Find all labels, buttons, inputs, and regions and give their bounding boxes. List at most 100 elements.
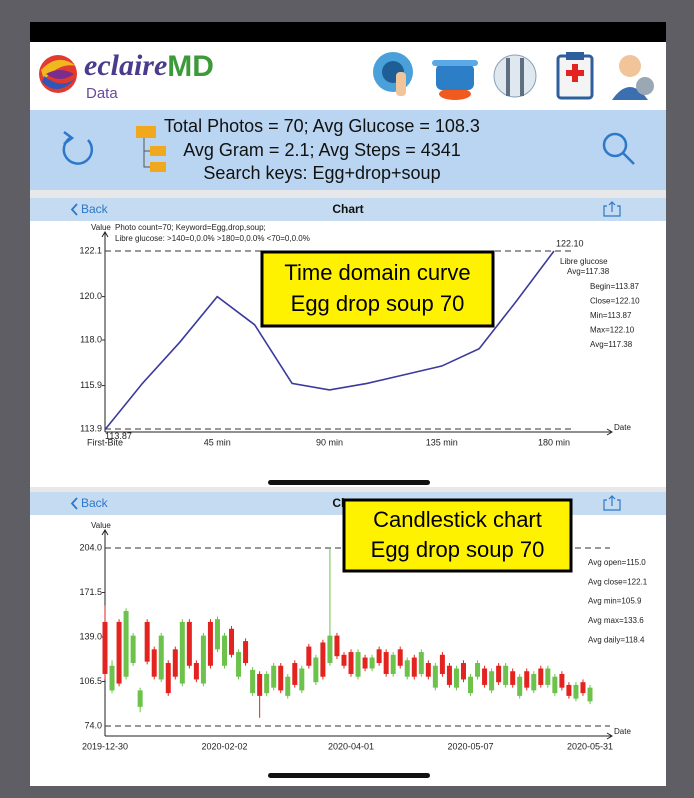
annotation-box [260,250,495,328]
divider [30,487,666,492]
candle-body [418,652,424,674]
back-chevron[interactable] [70,497,78,510]
divider [30,190,666,198]
legend-title: Libre glucose [560,257,608,266]
annotation-text: Egg drop soup 70 [371,537,545,562]
candle-body [517,676,523,696]
y-tick-label: 122.1 [79,245,102,255]
x-tick-label: 2020-05-07 [447,741,493,751]
search-button[interactable] [602,132,635,165]
candle-body [151,649,157,677]
y-tick-label: 204.0 [79,542,102,552]
stat-label: Avg daily=118.4 [588,635,645,644]
candle-body [580,682,586,694]
status-bar [30,22,666,42]
candle-body [214,619,220,650]
candle-body [165,663,171,694]
candle-body [524,671,530,688]
candle-body [510,671,516,685]
candle-body [355,652,361,677]
candle-body [475,663,481,677]
candle-body [439,654,445,674]
data-label: 122.10 [556,238,584,248]
annotation-text: Egg drop soup 70 [291,291,465,316]
back-chevron[interactable] [70,203,78,216]
x-tick-label: 180 min [538,437,570,447]
refresh-button[interactable] [62,131,94,165]
candle-body [397,649,403,666]
back-button[interactable]: Back [81,496,109,510]
y-tick-label: 139.0 [79,631,102,641]
candle-body [172,649,178,677]
candle-body [559,673,565,688]
icon-touch[interactable] [373,52,413,96]
candle-body [425,663,431,677]
candle-body [348,652,354,674]
candle-body [482,668,488,685]
brand-prefix: eclaire [84,49,167,82]
back-button[interactable]: Back [81,202,109,216]
candle-body [383,652,389,674]
candle-body [306,646,312,666]
nav-title: Chart [332,202,363,216]
x-axis-label: Date [614,727,631,736]
share-button[interactable] [603,495,621,511]
candle-body [278,665,284,691]
candle-body [496,665,502,683]
summary-bar [30,110,666,190]
candle-body [292,663,298,685]
candle-body [531,673,537,691]
stat-label: Avg close=122.1 [588,577,648,586]
brand-sub: Data [86,85,118,102]
stat-label: Avg open=115.0 [588,558,646,567]
axis-arrow [101,529,109,536]
candle-body [264,673,270,694]
axis-arrow [101,231,109,238]
y-tick-label: 74.0 [84,720,102,730]
info-line: Photo count=70; Keyword=Egg,drop,soup; [115,223,266,232]
data-label: 113.87 [105,431,132,441]
icon-pot[interactable] [432,60,478,100]
stat-label: Avg max=133.6 [588,616,644,625]
candle-body [327,635,333,664]
annotation-box [342,498,573,573]
candle-body [446,665,452,685]
logo [39,55,77,93]
candle-body [186,621,192,666]
candle-body [362,657,368,669]
candle-body [200,635,206,684]
summary-line: Search keys: Egg+drop+soup [203,163,440,183]
icon-utensils[interactable] [493,54,537,98]
candle-body [552,676,558,694]
candle-body [299,668,305,691]
candle-body [503,665,509,685]
axis-arrow [606,428,613,436]
stat-label: Avg min=105.9 [588,597,642,606]
candle-body [109,665,115,691]
icon-clipboard[interactable] [556,52,594,100]
summary-line: Total Photos = 70; Avg Glucose = 108.3 [164,116,480,136]
candle-body [144,621,150,662]
candle-body [229,628,235,655]
stat-label: Max=122.10 [590,326,635,335]
nav-bar [30,198,666,221]
brand: eclaireMD [84,49,214,83]
candle-body [158,635,164,680]
candle-body [320,642,326,677]
candle-body [573,684,579,699]
x-tick-label: 2020-05-31 [567,741,613,751]
share-button[interactable] [603,201,621,217]
candle-body [566,684,572,696]
icon-user[interactable] [612,55,654,100]
candle-body [545,668,551,685]
x-axis-label: Date [614,423,631,432]
y-tick-label: 120.0 [79,291,102,301]
candle-body [130,635,136,664]
candle-body [489,671,495,691]
candle-body [538,668,544,685]
candle-body [285,676,291,696]
candle-body [369,657,375,669]
candle-body [250,669,256,694]
y-tick-label: 115.9 [80,380,102,390]
